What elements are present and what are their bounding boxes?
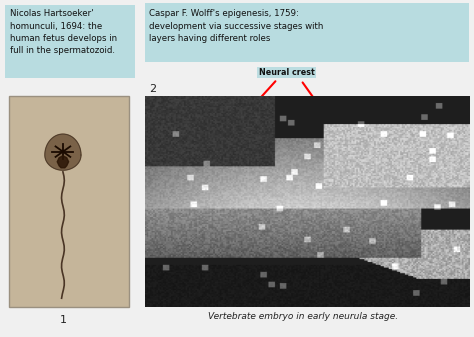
Text: Neural crest: Neural crest xyxy=(259,68,315,77)
Text: Neural plate: Neural plate xyxy=(230,164,286,173)
Text: Caspar F. Wolff's epigenesis, 1759:
development via successive stages with
layer: Caspar F. Wolff's epigenesis, 1759: deve… xyxy=(149,9,324,43)
Text: Notochord: Notochord xyxy=(202,232,244,240)
Text: Endoderm: Endoderm xyxy=(264,253,305,262)
Bar xyxy=(145,96,469,307)
Text: 1: 1 xyxy=(59,315,66,325)
Text: 2: 2 xyxy=(149,84,156,94)
Polygon shape xyxy=(45,134,81,170)
Bar xyxy=(9,96,129,307)
Text: Ectoderm: Ectoderm xyxy=(168,139,207,148)
Bar xyxy=(145,3,469,62)
Text: Vertebrate embryo in early neurula stage.: Vertebrate embryo in early neurula stage… xyxy=(208,312,399,321)
Text: Nicolas Hartsoeker'
homunculi, 1694: the
human fetus develops in
full in the spe: Nicolas Hartsoeker' homunculi, 1694: the… xyxy=(10,9,118,55)
Text: Mesoderm: Mesoderm xyxy=(161,193,204,202)
Bar xyxy=(5,5,135,78)
Polygon shape xyxy=(57,156,69,168)
